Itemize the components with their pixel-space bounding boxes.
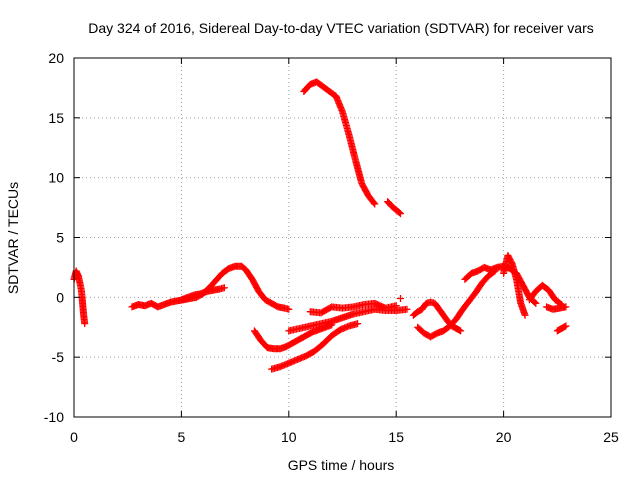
series-track-8	[300, 78, 379, 208]
data-point	[532, 299, 540, 307]
series-track-4	[250, 321, 336, 353]
series-track-16	[543, 303, 570, 313]
x-tick-label: 25	[603, 429, 619, 445]
data-point	[521, 311, 529, 319]
series-track-6	[285, 305, 411, 335]
y-tick-label: 15	[48, 110, 64, 126]
data-point	[396, 210, 404, 218]
x-tick-label: 15	[388, 429, 404, 445]
series-track-12	[414, 267, 499, 341]
series-track-7	[306, 299, 400, 317]
x-tick-label: 20	[496, 429, 512, 445]
data-point	[531, 298, 539, 306]
y-tick-label: 5	[56, 230, 64, 246]
y-tick-label: 20	[48, 50, 64, 66]
y-tick-label: 0	[56, 289, 64, 305]
series-track-14	[500, 251, 529, 319]
series-track-17	[553, 322, 570, 335]
series-track-15	[525, 281, 566, 309]
x-tick-label: 5	[178, 429, 186, 445]
data-points	[70, 78, 570, 373]
data-point	[395, 209, 403, 217]
y-tick-label: -5	[52, 349, 65, 365]
data-point	[81, 320, 89, 328]
y-tick-label: 10	[48, 170, 64, 186]
axis-ticks: 0 5 10 15 20 25 -10 -5 0 5 10 15 20	[44, 50, 619, 445]
data-point	[354, 320, 362, 328]
series-track-9	[384, 198, 404, 218]
data-point	[220, 284, 228, 292]
data-point	[392, 302, 400, 310]
data-point	[562, 322, 570, 330]
series-track-5	[268, 320, 362, 373]
data-point	[396, 295, 404, 303]
x-tick-label: 10	[281, 429, 297, 445]
series-track-3	[177, 284, 228, 304]
data-point	[370, 199, 378, 207]
data-point	[403, 305, 411, 313]
y-axis-label: SDTVAR / TECUs	[5, 182, 21, 294]
y-tick-label: -10	[44, 409, 64, 425]
x-tick-label: 0	[70, 429, 78, 445]
data-point	[371, 200, 379, 208]
data-point	[285, 305, 293, 313]
data-point	[562, 303, 570, 311]
data-point	[457, 327, 465, 335]
x-axis-label: GPS time / hours	[288, 457, 395, 473]
series-track-10	[396, 295, 404, 303]
chart-title: Day 324 of 2016, Sidereal Day-to-day VTE…	[88, 20, 594, 36]
